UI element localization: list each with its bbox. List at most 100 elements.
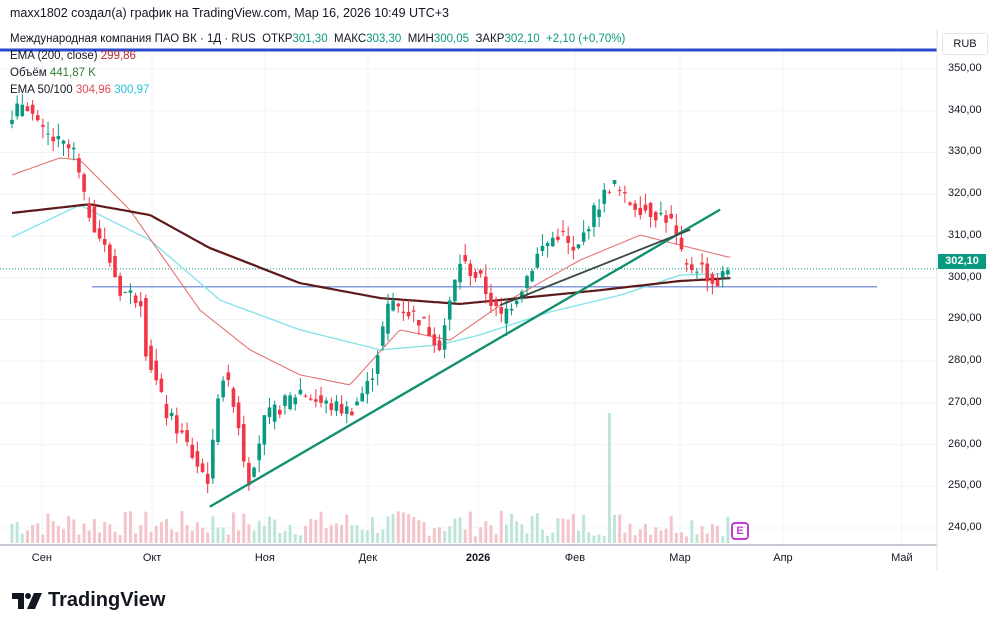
volume-bar bbox=[36, 523, 40, 543]
volume-bar bbox=[175, 532, 179, 543]
volume-bar bbox=[654, 527, 658, 543]
volume-bar bbox=[453, 518, 457, 543]
volume-bar bbox=[237, 530, 241, 543]
volume-bar bbox=[324, 528, 328, 543]
volume-bar bbox=[304, 525, 308, 543]
volume-bar bbox=[592, 535, 596, 543]
volume-bar bbox=[314, 519, 318, 543]
candle-body bbox=[659, 213, 663, 215]
candle-body bbox=[417, 319, 421, 326]
volume-bar bbox=[252, 530, 256, 543]
symbol-legend[interactable]: Международная компания ПАО ВК · 1Д · RUS… bbox=[10, 31, 626, 48]
candle-body bbox=[149, 345, 153, 370]
volume-bar bbox=[319, 511, 323, 543]
volume-bar bbox=[15, 521, 19, 543]
tradingview-logo-icon bbox=[12, 592, 42, 609]
volume-bar bbox=[540, 529, 544, 543]
candle-body bbox=[545, 243, 550, 247]
volume-bar bbox=[649, 534, 653, 543]
candle-body bbox=[72, 147, 76, 150]
low-value: 300,05 bbox=[433, 33, 470, 45]
last-price-label: 302,10 bbox=[938, 254, 986, 269]
volume-bar bbox=[443, 530, 447, 543]
ema200-legend[interactable]: EMA (200, close) 299,86 bbox=[10, 48, 625, 65]
volume-bar bbox=[556, 518, 560, 543]
volume-bar bbox=[77, 534, 81, 543]
volume-bar bbox=[525, 533, 529, 543]
time-tick: Ноя bbox=[254, 552, 275, 564]
candle-body bbox=[360, 393, 364, 402]
candle-body bbox=[329, 403, 334, 411]
candle-body bbox=[396, 303, 401, 307]
candle-body bbox=[87, 203, 92, 218]
candle-body bbox=[278, 409, 282, 415]
volume-bar bbox=[726, 516, 730, 543]
candle-body bbox=[427, 327, 431, 337]
price-tick: 330,00 bbox=[948, 145, 982, 158]
candle-body bbox=[504, 308, 509, 324]
candle-body bbox=[257, 443, 261, 461]
volume-bar bbox=[206, 532, 210, 543]
price-tick: 280,00 bbox=[948, 354, 982, 367]
volume-bar bbox=[566, 519, 570, 543]
price-tick: 240,00 bbox=[948, 521, 982, 534]
candle-body bbox=[303, 395, 308, 397]
volume-bar bbox=[62, 529, 65, 543]
candle-body bbox=[226, 372, 231, 380]
volume-bar bbox=[664, 528, 668, 543]
volume-bar bbox=[551, 532, 555, 543]
candle-body bbox=[468, 263, 473, 277]
trendline-inner bbox=[499, 228, 691, 307]
ema100-value: 300,97 bbox=[114, 84, 150, 96]
volume-bar bbox=[705, 533, 709, 543]
candle-body bbox=[710, 274, 715, 284]
candle-body bbox=[61, 140, 66, 144]
volume-bar bbox=[31, 524, 35, 543]
earnings-badge[interactable]: E bbox=[731, 522, 749, 540]
candle-body bbox=[30, 104, 35, 114]
volume-bar bbox=[489, 525, 493, 543]
volume-bar bbox=[680, 532, 683, 543]
candle-body bbox=[175, 415, 179, 434]
volume-bar bbox=[123, 512, 127, 543]
ema200-line bbox=[11, 203, 731, 306]
candle-body bbox=[51, 136, 55, 142]
candle-body bbox=[406, 312, 411, 317]
candle-body bbox=[159, 378, 164, 392]
currency-button[interactable]: RUB bbox=[942, 33, 988, 55]
volume-bar bbox=[371, 517, 374, 543]
candle-body bbox=[365, 380, 370, 395]
candle-body bbox=[509, 308, 514, 311]
candle-body bbox=[231, 388, 236, 407]
volume-bar bbox=[170, 529, 174, 543]
volume-bar bbox=[515, 521, 519, 543]
candle-body bbox=[442, 325, 447, 350]
ema100-line bbox=[11, 204, 731, 351]
volume-bar bbox=[211, 516, 215, 543]
candle-body bbox=[561, 230, 565, 233]
candle-body bbox=[381, 326, 385, 346]
candle-body bbox=[241, 423, 246, 462]
volume-legend[interactable]: Объём 441,87 K bbox=[10, 65, 625, 82]
volume-bar bbox=[396, 511, 400, 543]
volume-bar bbox=[278, 532, 282, 543]
candle-body bbox=[283, 395, 287, 407]
candle-body bbox=[370, 378, 375, 380]
volume-bar bbox=[458, 517, 462, 543]
volume-bar bbox=[376, 533, 380, 543]
volume-bar bbox=[41, 534, 45, 543]
volume-bar bbox=[334, 523, 338, 543]
candle-body bbox=[638, 207, 643, 215]
volume-bar bbox=[494, 534, 498, 543]
candle-body bbox=[41, 124, 45, 127]
candle-body bbox=[164, 403, 169, 419]
price-tick: 340,00 bbox=[948, 103, 982, 116]
volume-bar bbox=[293, 534, 297, 543]
ema50100-legend[interactable]: EMA 50/100 304,96 300,97 bbox=[10, 82, 625, 99]
volume-bar bbox=[345, 514, 349, 543]
price-tick: 310,00 bbox=[948, 228, 982, 241]
time-tick: Дек bbox=[358, 552, 378, 564]
candle-body bbox=[664, 215, 668, 223]
tradingview-logo[interactable]: TradingView bbox=[12, 589, 165, 612]
